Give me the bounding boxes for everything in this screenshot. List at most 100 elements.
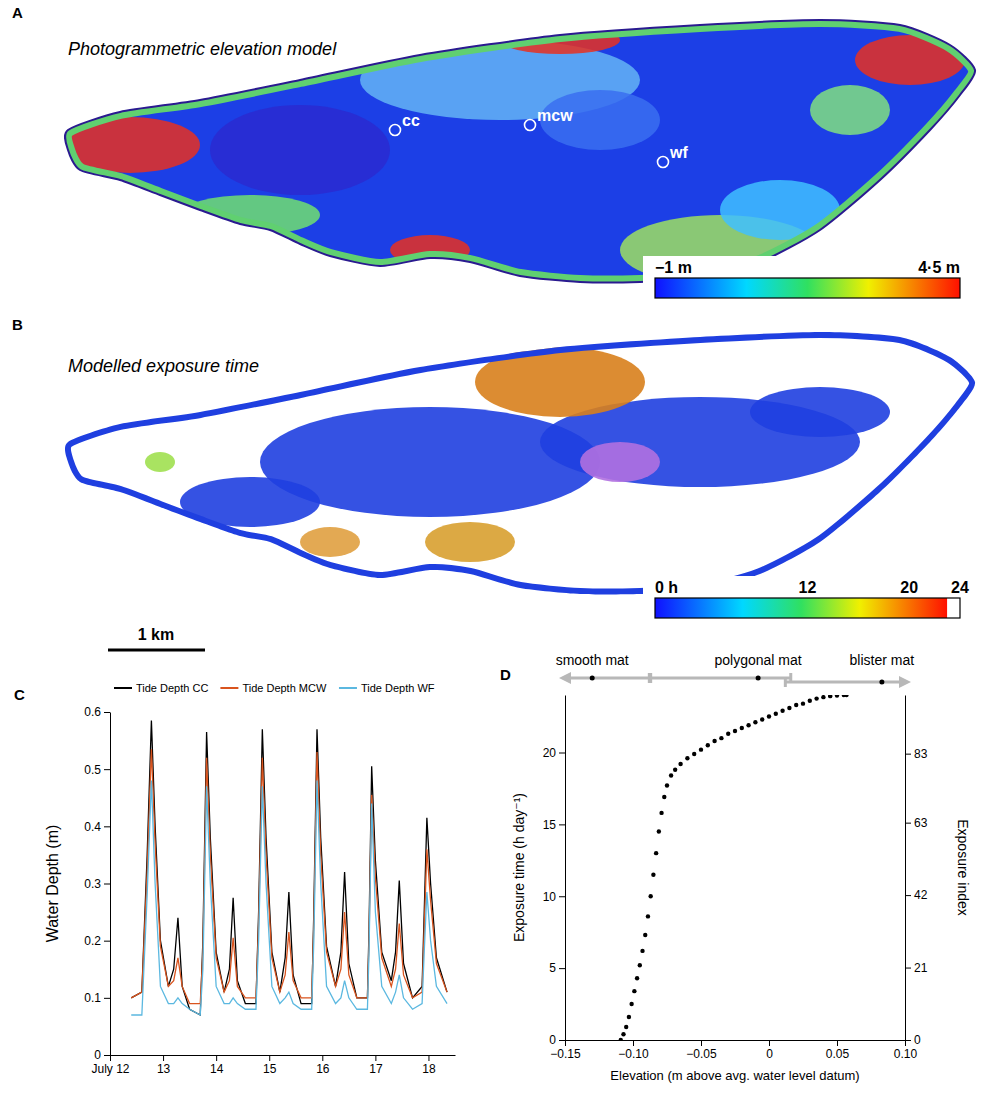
tick: 0 bbox=[766, 1040, 773, 1061]
point bbox=[767, 714, 771, 718]
tick-label: −0.10 bbox=[618, 1047, 649, 1061]
tick: 63 bbox=[905, 816, 928, 830]
island-rim bbox=[65, 20, 975, 282]
tick-label: 0 bbox=[766, 1047, 773, 1061]
exposure-patches bbox=[65, 332, 975, 594]
site-label: cc bbox=[402, 112, 420, 129]
tick-label: −0.15 bbox=[550, 1047, 581, 1061]
figure: AccmcwwfPhotogrammetric elevation model−… bbox=[0, 0, 987, 1095]
point bbox=[692, 752, 696, 756]
colorbar bbox=[655, 278, 960, 298]
point bbox=[780, 709, 784, 713]
y-axis-line bbox=[565, 696, 566, 1041]
point bbox=[787, 706, 791, 710]
tick-mark bbox=[216, 1055, 217, 1061]
tick-mark bbox=[769, 1040, 770, 1046]
plot-d bbox=[619, 695, 849, 1040]
point bbox=[619, 1038, 623, 1040]
tide-line bbox=[131, 781, 447, 1015]
island-edge bbox=[65, 20, 975, 282]
tick-label: 20 bbox=[543, 746, 557, 760]
tick: 13 bbox=[157, 1055, 171, 1076]
tick: 0.05 bbox=[826, 1040, 850, 1061]
point bbox=[726, 732, 730, 736]
elevation-patch bbox=[855, 35, 965, 85]
tick: 5 bbox=[549, 961, 565, 975]
y-axis: 00.10.20.30.40.50.6 bbox=[84, 705, 110, 1062]
tick-label: 5 bbox=[549, 961, 556, 975]
tick: 0 bbox=[905, 1033, 921, 1047]
point bbox=[801, 701, 805, 705]
mat-range-cap bbox=[648, 673, 651, 683]
colorbar-label: −1 m bbox=[655, 259, 692, 276]
tick-mark bbox=[269, 1055, 270, 1061]
tick: 21 bbox=[905, 961, 928, 975]
mat-point bbox=[590, 676, 595, 681]
tick-mark bbox=[104, 1055, 110, 1056]
tick-label: 0.3 bbox=[84, 877, 101, 891]
tick-label: 21 bbox=[914, 961, 928, 975]
plot-c bbox=[131, 721, 447, 1015]
scale-bar bbox=[108, 649, 205, 652]
point bbox=[621, 1032, 625, 1036]
point bbox=[719, 736, 723, 740]
tick-mark bbox=[163, 1055, 164, 1061]
point bbox=[657, 829, 661, 833]
legend-label: Tide Depth MCW bbox=[242, 682, 327, 694]
legend-swatch bbox=[114, 687, 132, 689]
legend-swatch bbox=[220, 687, 238, 689]
x-axis: −0.15−0.10−0.0500.050.10 bbox=[550, 1040, 917, 1061]
tick-label: 42 bbox=[914, 888, 928, 902]
tick-label: −0.05 bbox=[686, 1047, 717, 1061]
mat-range bbox=[785, 681, 905, 684]
tick-label: 0.05 bbox=[826, 1047, 850, 1061]
tick-mark bbox=[565, 1040, 566, 1046]
tick-label: 18 bbox=[422, 1062, 436, 1076]
axis-title: Exposure index bbox=[955, 819, 971, 916]
tick-label: 0 bbox=[914, 1033, 921, 1047]
point bbox=[706, 743, 710, 747]
elevation-patch bbox=[810, 85, 890, 135]
elevation-patch bbox=[210, 105, 390, 195]
point bbox=[760, 717, 764, 721]
tick: 18 bbox=[422, 1055, 436, 1076]
y-axis: 0 5 10 15 20 bbox=[543, 696, 566, 1048]
point bbox=[808, 699, 812, 703]
tick-label: 14 bbox=[210, 1062, 224, 1076]
point bbox=[685, 756, 689, 760]
tick-label: July 12 bbox=[91, 1062, 129, 1076]
elevation-patches bbox=[60, 20, 975, 285]
tick-label: 15 bbox=[543, 818, 557, 832]
colorbar-label: 20 bbox=[900, 579, 918, 596]
mat-ranges: smooth matpolygonal matblister mat bbox=[556, 652, 915, 687]
exposure-patch bbox=[145, 452, 175, 472]
mat-range-cap bbox=[649, 673, 652, 683]
tick-mark bbox=[104, 941, 110, 942]
tick: 0.4 bbox=[84, 820, 110, 834]
point bbox=[659, 811, 663, 815]
point bbox=[654, 851, 658, 855]
tick-label: 0 bbox=[549, 1033, 556, 1047]
tick-mark bbox=[375, 1055, 376, 1061]
tick: 15 bbox=[543, 818, 565, 832]
mat-point bbox=[879, 680, 884, 685]
tick-label: 0.2 bbox=[84, 934, 101, 948]
colorbar-label: 0 h bbox=[655, 579, 678, 596]
point bbox=[648, 894, 652, 898]
tick: 14 bbox=[210, 1055, 224, 1076]
point bbox=[733, 729, 737, 733]
tick: 0 bbox=[549, 1033, 565, 1047]
tick-label: 0.4 bbox=[84, 820, 101, 834]
panel-letter: B bbox=[12, 316, 23, 333]
y-axis-line bbox=[110, 713, 111, 1056]
point bbox=[774, 711, 778, 715]
point bbox=[638, 963, 642, 967]
legend-label: Tide Depth WF bbox=[361, 682, 435, 694]
tick-mark bbox=[104, 884, 110, 885]
tick-mark bbox=[104, 998, 110, 999]
point bbox=[624, 1025, 628, 1029]
tick-label: 13 bbox=[157, 1062, 171, 1076]
tick: 10 bbox=[543, 890, 565, 904]
tick-mark bbox=[905, 1040, 911, 1041]
mat-label: blister mat bbox=[850, 652, 915, 668]
